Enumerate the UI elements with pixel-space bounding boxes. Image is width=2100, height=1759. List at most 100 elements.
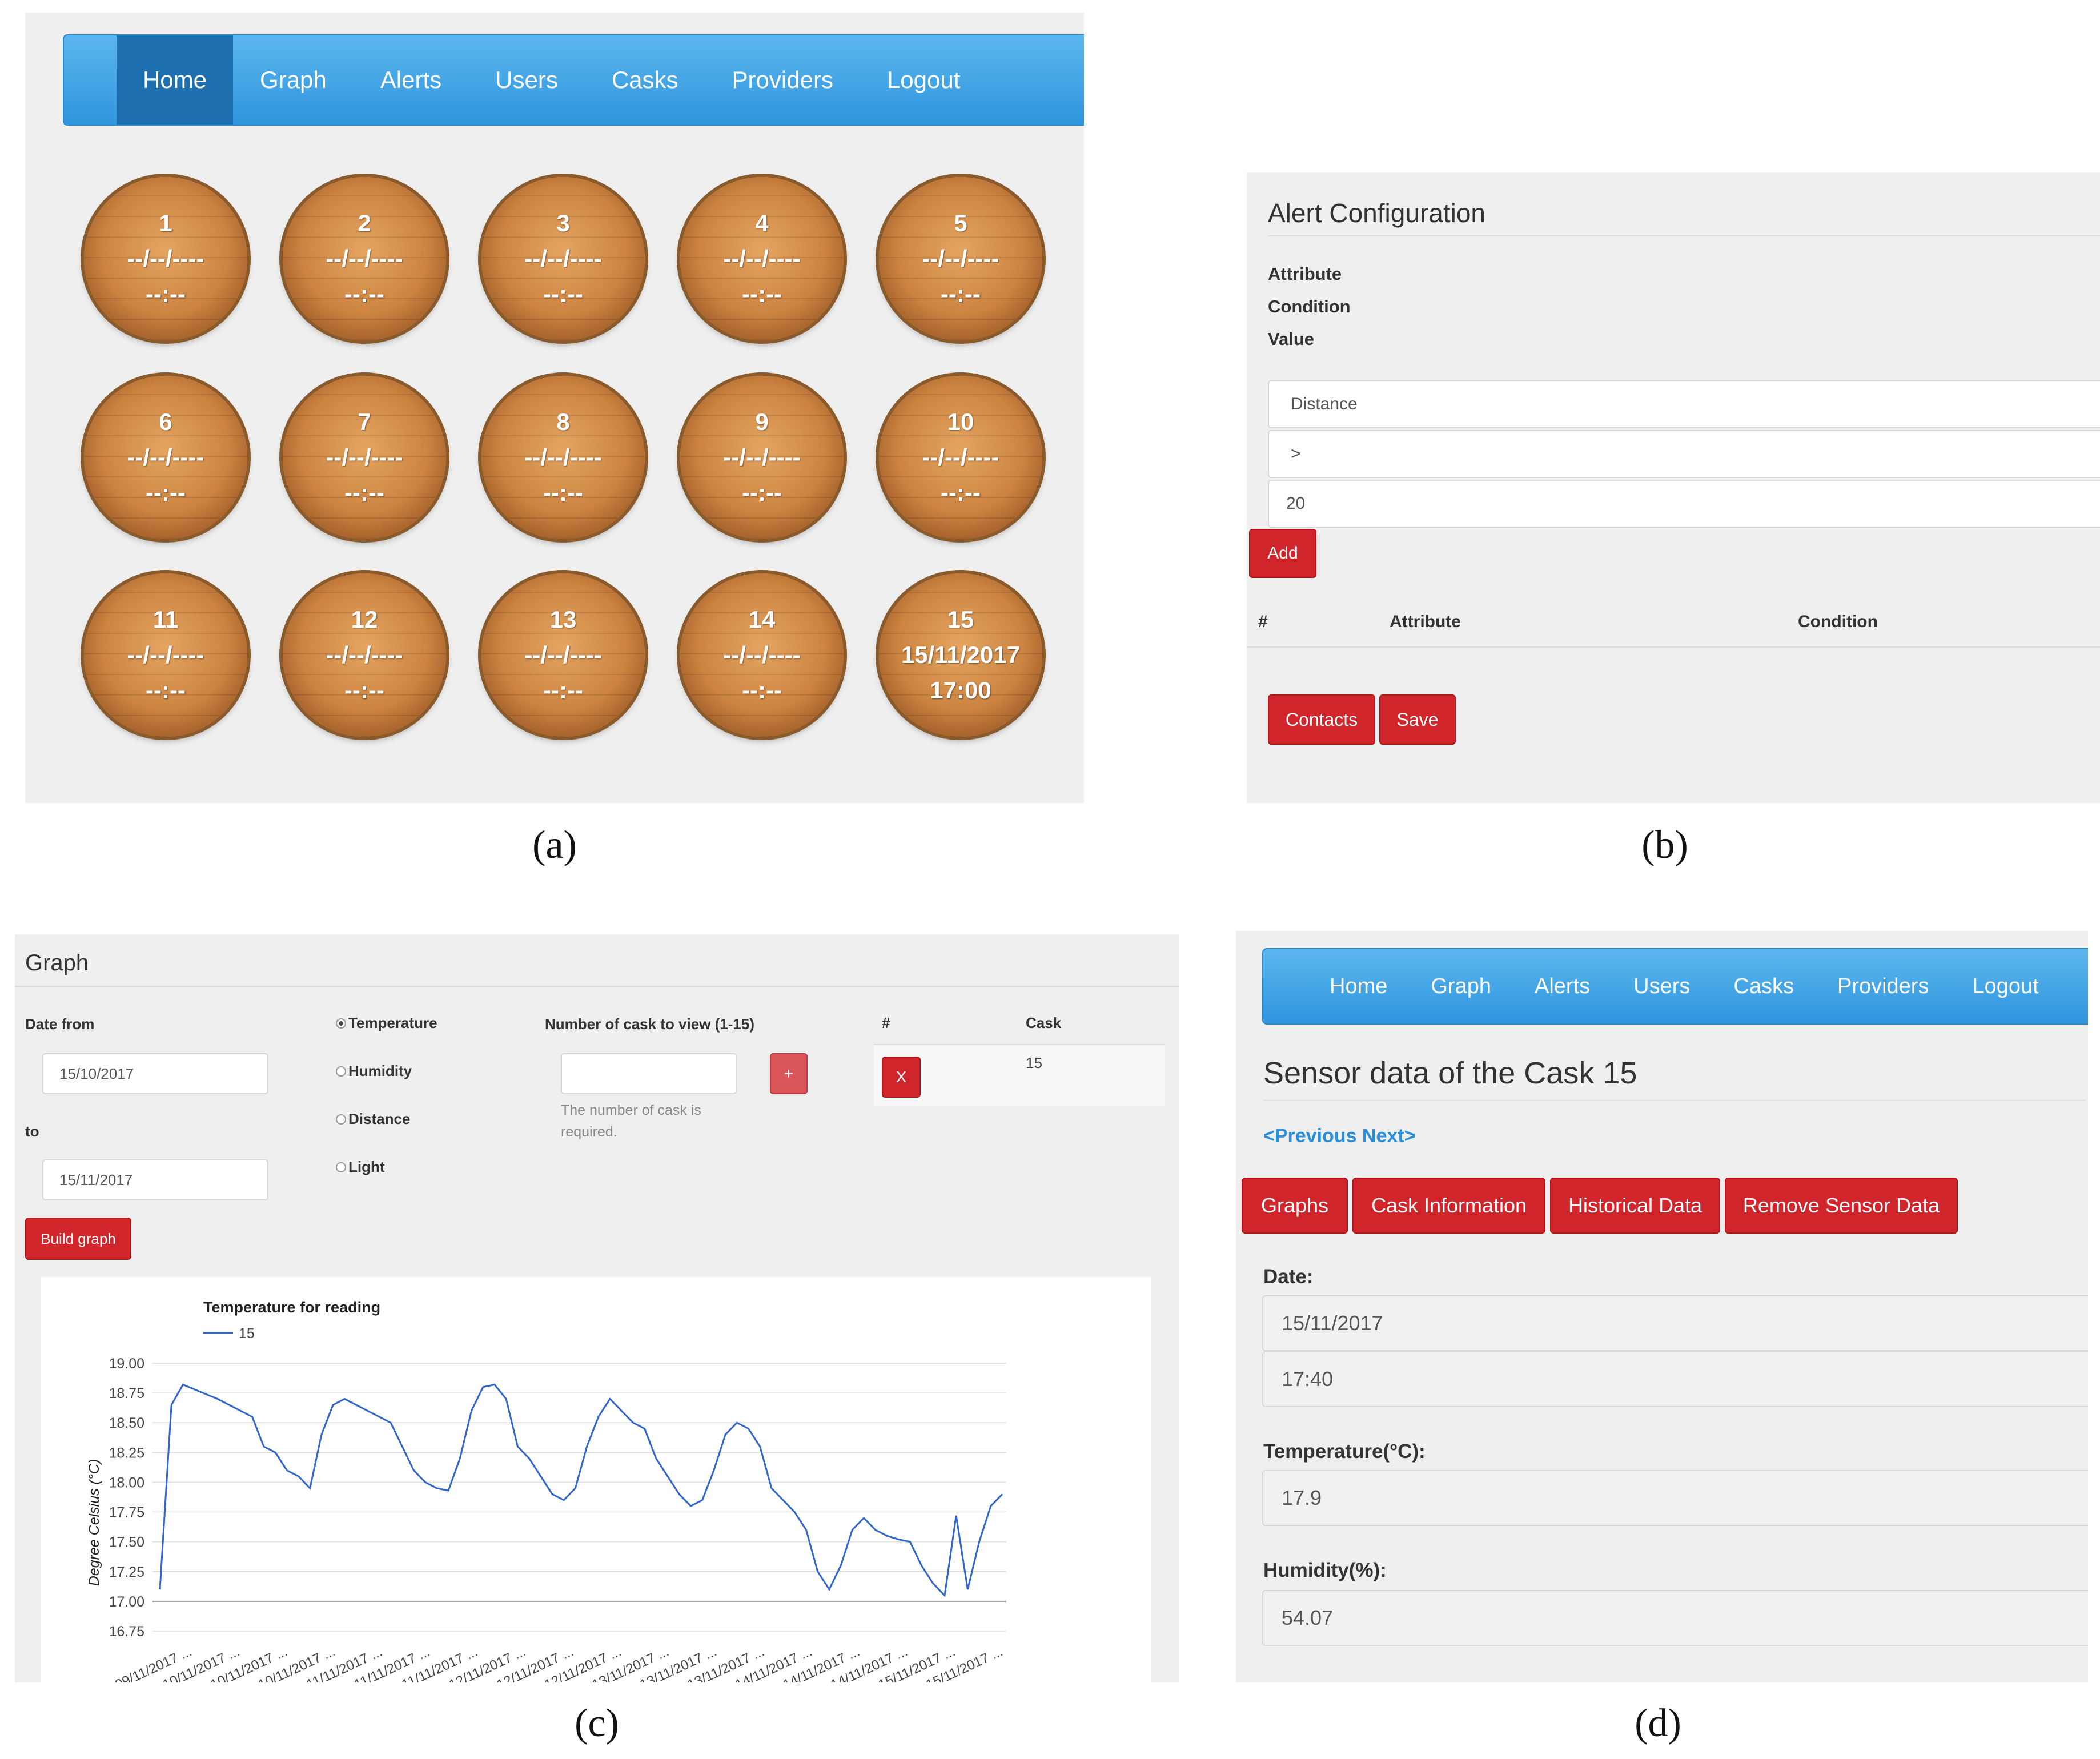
d-nav-casks[interactable]: Casks <box>1733 974 1794 998</box>
graphs-button[interactable]: Graphs <box>1242 1178 1348 1234</box>
d-nav-logout[interactable]: Logout <box>1972 974 2039 998</box>
date-field[interactable]: 15/11/2017 <box>1262 1295 2088 1351</box>
cask-9[interactable]: 9 --/--/---- --:-- <box>680 376 844 539</box>
radio-distance-dot <box>336 1114 346 1125</box>
cask-15[interactable]: 15 15/11/2017 17:00 <box>879 573 1042 737</box>
cask-2[interactable]: 2 --/--/---- --:-- <box>283 177 446 340</box>
cask-date: --/--/---- <box>723 444 801 471</box>
nav-casks[interactable]: Casks <box>611 66 678 93</box>
d-nav-graph[interactable]: Graph <box>1431 974 1491 998</box>
y-tick-label: 17.75 <box>109 1505 144 1521</box>
nav-home[interactable]: Home <box>117 35 234 125</box>
label-date: Date: <box>1263 1266 1314 1288</box>
table-header-attribute: Attribute <box>1390 612 1461 631</box>
required-hint-line1: The number of cask is <box>561 1102 701 1118</box>
nav-providers[interactable]: Providers <box>732 66 833 93</box>
radio-humidity-label: Humidity <box>348 1062 412 1079</box>
remove-sensor-data-button[interactable]: Remove Sensor Data <box>1725 1178 1958 1234</box>
radio-temperature-label: Temperature <box>348 1014 437 1031</box>
cask-number: 13 <box>549 606 577 633</box>
label-attribute: Attribute <box>1268 264 1342 284</box>
cask-7[interactable]: 7 --/--/---- --:-- <box>283 376 446 539</box>
cask-5[interactable]: 5 --/--/---- --:-- <box>879 177 1042 340</box>
cask-4[interactable]: 4 --/--/---- --:-- <box>680 177 844 340</box>
d-nav-alerts[interactable]: Alerts <box>1535 974 1591 998</box>
radio-temperature[interactable]: Temperature <box>336 1014 437 1032</box>
cask-number: 1 <box>159 210 172 236</box>
nav-users[interactable]: Users <box>495 66 558 93</box>
radio-light[interactable]: Light <box>336 1158 385 1176</box>
cask-10[interactable]: 10 --/--/---- --:-- <box>879 376 1042 539</box>
condition-select[interactable]: > <box>1268 430 2100 478</box>
nav-alerts[interactable]: Alerts <box>380 66 442 93</box>
cask-information-button[interactable]: Cask Information <box>1352 1178 1545 1234</box>
nav-graph[interactable]: Graph <box>260 66 327 93</box>
cask-time: --:-- <box>344 677 384 704</box>
radio-humidity[interactable]: Humidity <box>336 1062 412 1080</box>
cask-time: --:-- <box>146 677 186 704</box>
cask-number: 12 <box>351 606 378 633</box>
cask-14[interactable]: 14 --/--/---- --:-- <box>680 573 844 737</box>
required-hint-line2: required. <box>561 1124 617 1140</box>
radio-distance[interactable]: Distance <box>336 1110 410 1128</box>
historical-data-button[interactable]: Historical Data <box>1550 1178 1720 1234</box>
cask-table-cell-cask: 15 <box>1026 1054 1042 1071</box>
d-nav-providers[interactable]: Providers <box>1837 974 1929 998</box>
sensor-title-divider <box>1263 1100 2086 1101</box>
series-15-line <box>159 1383 1003 1597</box>
x-tick-labels: 09/11/2017 ...10/11/2017 ...10/11/2017 .… <box>113 1644 1005 1682</box>
cask-date: --/--/---- <box>326 444 403 471</box>
y-tick-label: 18.75 <box>109 1385 144 1401</box>
d-nav-users[interactable]: Users <box>1633 974 1691 998</box>
cask-date: --/--/---- <box>723 641 801 668</box>
humidity-field[interactable]: 54.07 <box>1262 1590 2088 1646</box>
table-divider <box>1247 646 2100 648</box>
y-tick-label: 17.00 <box>109 1594 144 1610</box>
cask-11[interactable]: 11 --/--/---- --:-- <box>84 573 247 737</box>
cask-time: --:-- <box>742 677 782 704</box>
radio-temperature-dot <box>336 1018 346 1029</box>
cask-8[interactable]: 8 --/--/---- --:-- <box>481 376 645 539</box>
chart-grid <box>152 1363 1006 1632</box>
date-to-input[interactable]: 15/11/2017 <box>42 1159 268 1200</box>
cask-time: --:-- <box>543 479 583 506</box>
cask-1[interactable]: 1 --/--/---- --:-- <box>84 177 247 340</box>
cask-time: --:-- <box>941 280 981 307</box>
table-header-hash: # <box>1258 612 1268 631</box>
date-from-input[interactable]: 15/10/2017 <box>42 1053 268 1094</box>
nav-logout[interactable]: Logout <box>886 66 961 93</box>
add-button[interactable]: Add <box>1249 529 1316 578</box>
cask-count-input[interactable] <box>561 1053 737 1094</box>
cask-12[interactable]: 12 --/--/---- --:-- <box>283 573 446 737</box>
value-input[interactable]: 20 <box>1268 480 2100 528</box>
y-tick-label: 18.00 <box>109 1475 144 1491</box>
prev-next-link[interactable]: <Previous Next> <box>1263 1125 1416 1147</box>
cask-date: --/--/---- <box>524 444 602 471</box>
graph-title-divider <box>15 986 1179 987</box>
panel-b-alert-configuration: Alert Configuration Attribute Condition … <box>1247 172 2100 803</box>
remove-cask-button[interactable]: X <box>882 1057 921 1098</box>
panel-d-sensor-data: Home Graph Alerts Users Casks Providers … <box>1236 931 2088 1682</box>
time-field[interactable]: 17:40 <box>1262 1351 2088 1407</box>
d-nav-home[interactable]: Home <box>1330 974 1388 998</box>
y-tick-label: 19.00 <box>109 1356 144 1372</box>
label-humidity: Humidity(%): <box>1263 1559 1387 1581</box>
cask-time: --:-- <box>543 677 583 704</box>
cask-time: --:-- <box>146 479 186 506</box>
cask-3[interactable]: 3 --/--/---- --:-- <box>481 177 645 340</box>
cask-number: 9 <box>755 408 769 435</box>
save-button[interactable]: Save <box>1379 694 1456 745</box>
attribute-select[interactable]: Distance <box>1268 380 2100 428</box>
contacts-button[interactable]: Contacts <box>1268 694 1375 745</box>
caption-b: (b) <box>1641 823 1688 867</box>
add-cask-button[interactable]: + <box>770 1053 808 1094</box>
cask-6[interactable]: 6 --/--/---- --:-- <box>84 376 247 539</box>
build-graph-button[interactable]: Build graph <box>25 1218 131 1260</box>
cask-13[interactable]: 13 --/--/---- --:-- <box>481 573 645 737</box>
y-tick-label: 17.50 <box>109 1535 144 1551</box>
temperature-field[interactable]: 17.9 <box>1262 1470 2088 1526</box>
cask-time: --:-- <box>941 479 981 506</box>
cask-date: --/--/---- <box>326 641 403 668</box>
cask-number: 3 <box>556 210 570 236</box>
label-value: Value <box>1268 329 1314 349</box>
